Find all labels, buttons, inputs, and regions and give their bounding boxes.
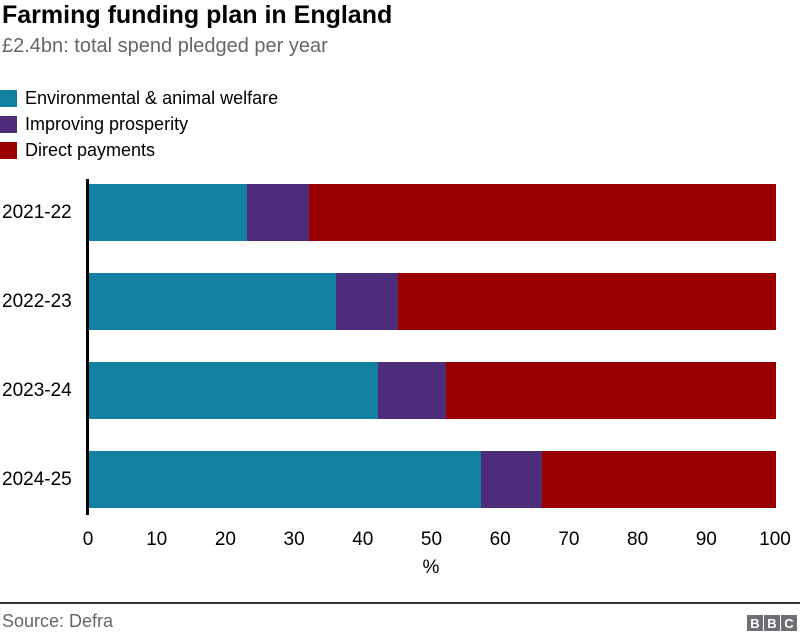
- bbc-logo-block: B: [747, 615, 763, 631]
- bar-segment: [89, 362, 378, 419]
- x-tick-label: 70: [558, 529, 580, 550]
- category-label: 2022-23: [2, 290, 72, 312]
- x-tick-label: 20: [214, 529, 236, 550]
- legend-item: Environmental & animal welfare: [0, 85, 278, 111]
- x-tick-label: 0: [82, 529, 94, 550]
- bar-stack: [89, 451, 776, 508]
- x-tick-label: 90: [695, 529, 717, 550]
- footer-divider: [0, 602, 800, 604]
- category-label: 2024-25: [2, 468, 72, 490]
- bar-segment: [542, 451, 776, 508]
- chart-title: Farming funding plan in England: [2, 1, 393, 29]
- legend-item: Direct payments: [0, 137, 278, 163]
- bar-row: 2024-25: [0, 451, 800, 508]
- bar-rows: 2021-22 2022-23 2023-24 2024-25: [0, 184, 800, 540]
- bar-segment: [398, 273, 776, 330]
- bar-segment: [308, 184, 776, 241]
- bar-segment: [480, 451, 543, 508]
- x-tick-label: 50: [420, 529, 443, 550]
- legend-label: Direct payments: [25, 139, 156, 160]
- bar-segment: [89, 451, 481, 508]
- legend-label: Improving prosperity: [25, 113, 189, 134]
- bar-row: 2023-24: [0, 362, 800, 419]
- x-tick-label: 30: [283, 529, 305, 550]
- legend-item: Improving prosperity: [0, 111, 278, 137]
- bar-segment: [89, 184, 247, 241]
- bar-segment: [336, 273, 399, 330]
- chart-subtitle: £2.4bn: total spend pledged per year: [2, 35, 328, 57]
- legend-label: Environmental & animal welfare: [25, 87, 279, 108]
- legend-swatch: [0, 115, 17, 133]
- legend-swatch: [0, 89, 17, 107]
- bar-stack: [89, 362, 776, 419]
- y-axis-line: [86, 179, 89, 515]
- bar-segment: [89, 273, 337, 330]
- x-tick-label: 80: [627, 529, 649, 550]
- bbc-logo-block: B: [764, 615, 780, 631]
- legend-swatch: [0, 141, 17, 159]
- bar-stack: [89, 184, 776, 241]
- x-tick-label: 100: [759, 529, 791, 550]
- bbc-logo-block: C: [781, 615, 797, 631]
- legend: Environmental & animal welfare Improving …: [0, 85, 278, 163]
- x-axis-ticks: 0 10 20 30 40 50 60 70 80 90 100: [0, 529, 800, 553]
- bar-row: 2021-22: [0, 184, 800, 241]
- x-tick-label: 40: [352, 529, 374, 550]
- bar-segment: [377, 362, 447, 419]
- source-text: Source: Defra: [2, 611, 114, 631]
- bar-segment: [446, 362, 776, 419]
- x-tick-label: 10: [146, 529, 168, 550]
- x-axis-label: %: [422, 557, 440, 578]
- x-tick-label: 60: [489, 529, 511, 550]
- category-label: 2021-22: [2, 201, 72, 223]
- bar-segment: [247, 184, 309, 241]
- category-label: 2023-24: [2, 379, 72, 401]
- bar-row: 2022-23: [0, 273, 800, 330]
- bar-stack: [89, 273, 776, 330]
